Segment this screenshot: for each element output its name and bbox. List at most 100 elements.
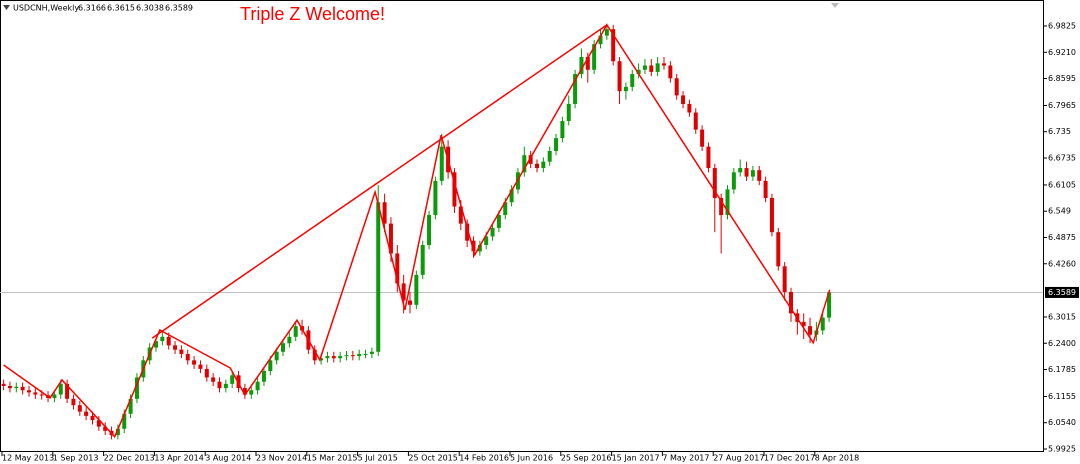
quote-value: 6.3038 <box>136 4 164 13</box>
candle-body <box>744 168 749 177</box>
candle-body <box>325 356 330 359</box>
x-tick-label: 12 May 2013 <box>2 454 54 463</box>
candle-body <box>363 353 368 355</box>
candle-body <box>763 180 768 198</box>
y-tick-label: 6.1785 <box>1048 365 1076 374</box>
candle-body <box>427 215 432 245</box>
candle-body <box>585 56 590 70</box>
trend-line <box>151 24 608 339</box>
menu-icon <box>3 5 10 10</box>
candle-body <box>96 420 101 427</box>
candle-body <box>27 390 31 393</box>
candle-body <box>719 197 724 216</box>
candle-body <box>338 356 343 359</box>
candle-body <box>452 172 457 207</box>
candle-body <box>750 170 755 177</box>
x-tick-label: 25 Sep 2016 <box>561 454 612 463</box>
x-tick-label: 25 Oct 2015 <box>408 454 457 463</box>
quote-value: 6.3166 <box>78 4 106 13</box>
candle-body <box>90 415 95 421</box>
candle-body <box>674 78 679 96</box>
candle-body <box>700 129 705 147</box>
x-tick-label: 7 May 2017 <box>662 454 709 463</box>
y-tick-label: 6.9825 <box>1048 21 1076 30</box>
y-tick-label: 6.735 <box>1048 127 1071 136</box>
candle-body <box>242 388 247 395</box>
candle-body <box>490 227 495 237</box>
quote-value: 6.3589 <box>165 4 193 13</box>
x-tick-label: 27 Aug 2017 <box>713 454 764 463</box>
candle-body <box>408 300 412 305</box>
x-tick-label: 5 Jun 2016 <box>510 454 553 463</box>
candle-body <box>268 360 273 372</box>
y-tick-label: 5.9925 <box>1048 445 1076 454</box>
candle-body <box>173 345 178 350</box>
candle-body <box>369 351 374 354</box>
x-tick-label: 22 Dec 2013 <box>104 454 155 463</box>
candle-body <box>687 103 692 113</box>
candle-body <box>566 103 571 122</box>
candle-body <box>757 170 762 181</box>
candle-body <box>655 63 660 72</box>
candle-body <box>217 381 222 389</box>
candle-body <box>357 353 362 357</box>
y-tick-label: 6.0540 <box>1048 418 1076 427</box>
candle-body <box>128 398 133 414</box>
candle-body <box>465 223 470 241</box>
y-tick-label: 6.4260 <box>1048 259 1076 268</box>
candle-body <box>77 405 82 412</box>
x-tick-label: 14 Feb 2016 <box>459 454 509 463</box>
candle-body <box>388 223 393 254</box>
x-tick-label: 23 Nov 2014 <box>256 454 307 463</box>
candle-body <box>484 236 489 245</box>
x-tick-label: 15 Jan 2017 <box>612 454 660 463</box>
candle-body <box>52 394 57 398</box>
candle-body <box>706 146 711 169</box>
candle-body <box>281 343 285 352</box>
candle-body <box>192 360 197 365</box>
y-tick-label: 6.8595 <box>1048 74 1076 83</box>
candle-body <box>65 383 70 399</box>
candle-body <box>458 206 463 224</box>
candle-body <box>166 336 171 346</box>
candle-body <box>312 349 317 361</box>
y-tick-label: 6.7965 <box>1048 101 1076 110</box>
candle-body <box>249 390 254 395</box>
candle-body <box>185 353 190 361</box>
x-tick-label: 15 Mar 2015 <box>307 454 358 463</box>
candle-body <box>471 240 476 252</box>
shift-marker <box>831 3 839 8</box>
candle-body <box>103 426 108 431</box>
chart-title: Triple Z Welcome! <box>240 4 385 24</box>
candle-body <box>293 326 298 337</box>
candle-body <box>414 274 419 305</box>
x-tick-label: 1 Sep 2013 <box>53 454 99 463</box>
last-price-box <box>1045 286 1079 298</box>
candle-body <box>439 146 444 181</box>
symbol: USDCNH,Weekly <box>13 4 79 13</box>
candle-body <box>115 428 120 436</box>
candle-body <box>782 266 787 292</box>
x-tick-label: 3 Aug 2014 <box>205 454 251 463</box>
plot-frame <box>0 0 1044 452</box>
candle-body <box>503 202 508 216</box>
candle-body <box>693 112 698 130</box>
candle-body <box>160 336 165 342</box>
candle-body <box>554 138 559 151</box>
candle-body <box>274 351 279 361</box>
x-tick-label: 17 Dec 2017 <box>764 454 815 463</box>
candle-body <box>636 69 641 75</box>
candle-body <box>528 155 533 164</box>
x-tick-label: 13 Apr 2014 <box>154 454 203 463</box>
candle-body <box>33 392 38 395</box>
candle-body <box>820 317 825 331</box>
candle-body <box>376 202 381 352</box>
candle-body <box>401 283 406 301</box>
candle-body <box>560 121 565 139</box>
candle-body <box>623 86 628 92</box>
y-tick-label: 6.4875 <box>1048 233 1076 242</box>
candle-body <box>725 189 730 216</box>
candle-body <box>179 349 184 354</box>
trend-line <box>3 23 831 439</box>
last-price-label: 6.3589 <box>1048 288 1076 297</box>
